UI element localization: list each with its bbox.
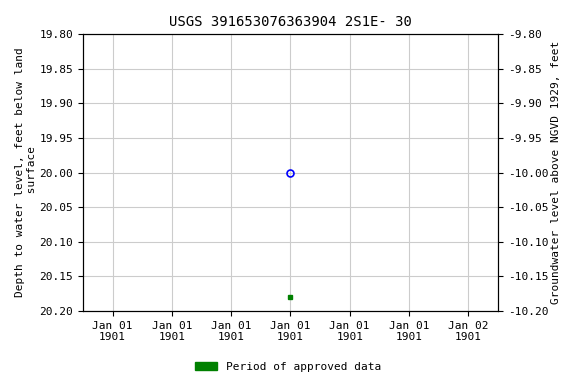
Title: USGS 391653076363904 2S1E- 30: USGS 391653076363904 2S1E- 30 [169,15,412,29]
Legend: Period of approved data: Period of approved data [191,358,385,377]
Y-axis label: Groundwater level above NGVD 1929, feet: Groundwater level above NGVD 1929, feet [551,41,561,304]
Y-axis label: Depth to water level, feet below land
 surface: Depth to water level, feet below land su… [15,48,37,298]
